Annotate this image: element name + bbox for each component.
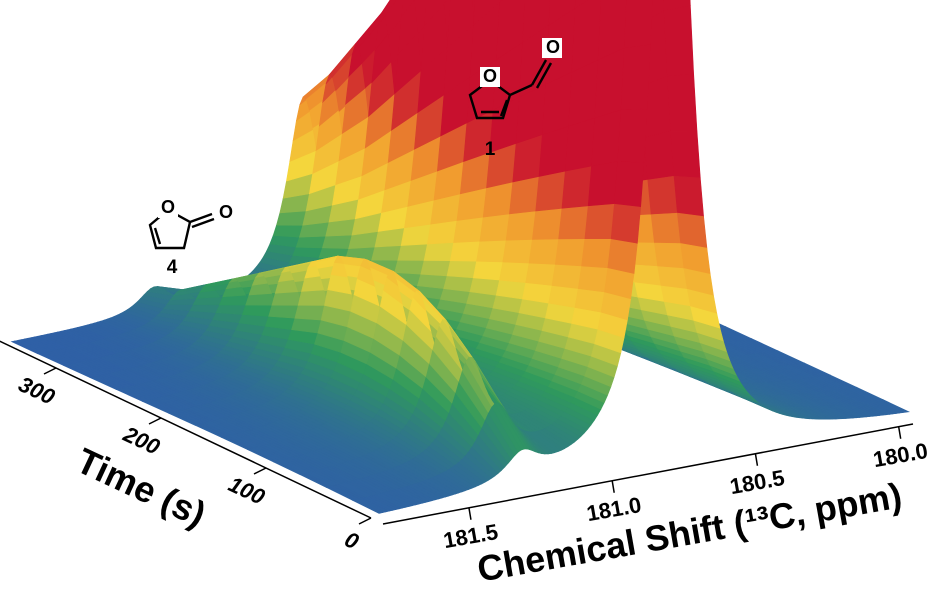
surface-patch bbox=[677, 213, 707, 248]
surface-patch bbox=[621, 44, 651, 109]
surface-patch bbox=[450, 241, 480, 261]
surface-patch bbox=[592, 110, 622, 166]
surface-patch bbox=[532, 208, 562, 239]
surface-patch bbox=[454, 217, 484, 242]
atom-label: O bbox=[483, 66, 497, 86]
surface-patch bbox=[444, 276, 474, 292]
surface-patch bbox=[272, 291, 302, 305]
surface-patch bbox=[614, 161, 644, 207]
atom-label: O bbox=[161, 197, 175, 217]
compound-label: 4 bbox=[167, 257, 178, 278]
surface-patch bbox=[555, 239, 585, 266]
x-axis-label: Chemical Shift (¹³C, ppm) bbox=[474, 475, 905, 590]
surface-patch bbox=[473, 261, 503, 280]
surface-patch bbox=[503, 239, 533, 263]
surface-patch bbox=[529, 239, 559, 264]
surface-patch bbox=[398, 244, 428, 260]
surface-patch bbox=[671, 131, 701, 178]
surface-patch bbox=[477, 240, 507, 262]
y-tick-label: 200 bbox=[119, 421, 164, 460]
surface-patch bbox=[395, 260, 425, 274]
surface-patch bbox=[648, 176, 678, 214]
surface-patch bbox=[269, 305, 299, 318]
structure-4: O O 4 bbox=[150, 197, 233, 278]
surface-patch bbox=[578, 266, 608, 292]
surface-patch bbox=[664, 6, 694, 77]
x-tick bbox=[755, 454, 757, 466]
surface-patch bbox=[667, 74, 697, 131]
chart: 181.5181.0180.5180.00100200300 O O 1 O O… bbox=[0, 0, 935, 590]
surface-patch bbox=[536, 171, 566, 211]
surface-patch bbox=[470, 278, 500, 295]
surface-patch bbox=[618, 109, 648, 163]
surface-patch bbox=[242, 305, 272, 316]
x-tick-label: 180.5 bbox=[728, 465, 787, 499]
surface-patch bbox=[298, 290, 328, 306]
surface-patch bbox=[322, 235, 352, 248]
surface-patch bbox=[273, 225, 303, 237]
surface-patch bbox=[417, 274, 447, 288]
compound-label: 1 bbox=[485, 139, 496, 160]
y-tick bbox=[359, 518, 371, 524]
surface-patch bbox=[372, 246, 402, 261]
surface-patch bbox=[506, 211, 536, 240]
surface-patch bbox=[447, 261, 477, 278]
surface-patch bbox=[588, 161, 618, 206]
surface-patch bbox=[608, 239, 638, 274]
surface-patch bbox=[674, 176, 704, 216]
surface-patch bbox=[562, 166, 592, 208]
surface-patch bbox=[500, 262, 530, 283]
atom-label: O bbox=[546, 37, 560, 57]
surface-patch bbox=[611, 204, 641, 244]
page: 181.5181.0180.5180.00100200300 O O 1 O O… bbox=[0, 0, 935, 590]
x-tick-label: 180.0 bbox=[871, 438, 930, 472]
surface-patch bbox=[296, 236, 326, 248]
x-tick bbox=[899, 427, 901, 439]
surface-patch bbox=[645, 131, 675, 180]
x-tick bbox=[469, 508, 471, 520]
y-tick-label: 0 bbox=[341, 527, 363, 555]
y-tick bbox=[44, 368, 56, 374]
surface-patch bbox=[552, 264, 582, 288]
surface-patch bbox=[293, 247, 323, 257]
y-tick-label: 300 bbox=[15, 371, 60, 409]
surface-patch bbox=[585, 204, 615, 239]
surface-patch bbox=[480, 214, 510, 241]
surface-patch bbox=[216, 305, 246, 315]
surface-patch bbox=[424, 243, 454, 261]
surface-patch bbox=[559, 206, 589, 239]
surface-patch bbox=[624, 0, 654, 48]
y-tick bbox=[149, 418, 161, 424]
surface-patch bbox=[654, 243, 684, 268]
bond bbox=[155, 228, 160, 244]
surface-patch bbox=[582, 239, 612, 268]
x-tick bbox=[612, 481, 614, 493]
surface-patch bbox=[295, 305, 325, 320]
surface-patch bbox=[651, 213, 681, 243]
y-tick-label: 100 bbox=[225, 471, 270, 509]
surface-patch bbox=[421, 261, 451, 276]
atom-label: O bbox=[219, 202, 233, 222]
surface-patch bbox=[526, 263, 556, 285]
y-tick bbox=[254, 468, 266, 474]
